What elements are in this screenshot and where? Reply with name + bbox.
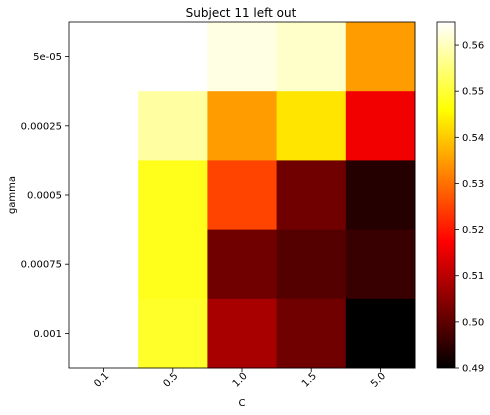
heatmap-cell <box>276 160 347 231</box>
heatmap-cell <box>345 22 416 92</box>
heatmap-cell <box>69 229 139 300</box>
x-tick-label: 1.5 <box>300 371 319 390</box>
colorbar-tick-label: 0.52 <box>462 225 484 236</box>
colorbar-tick-label: 0.51 <box>462 271 484 282</box>
heatmap-cell <box>276 22 347 92</box>
heatmap-cell <box>276 298 347 369</box>
colorbar-tick-label: 0.55 <box>462 87 484 98</box>
chart-title: Subject 11 left out <box>186 6 297 20</box>
y-axis-label: gamma <box>7 176 18 214</box>
y-tick-label: 0.00075 <box>21 260 62 271</box>
x-axis-ticks: 0.1 0.5 1.0 1.5 5.0 <box>92 368 388 390</box>
heatmap-cell <box>138 229 208 300</box>
heatmap-cell <box>207 91 278 161</box>
heatmap-cell <box>207 160 278 231</box>
heatmap-cell <box>138 22 208 92</box>
colorbar-tick-label: 0.56 <box>462 41 484 52</box>
heatmap-cell <box>207 229 278 300</box>
heatmap-cell <box>345 229 416 300</box>
y-tick-label: 0.00025 <box>21 121 62 132</box>
heatmap-cell <box>69 22 139 92</box>
colorbar-tick-label: 0.50 <box>462 317 484 328</box>
y-axis-ticks: 5e-05 0.00025 0.0005 0.00075 0.001 <box>21 52 69 340</box>
heatmap-cell <box>69 91 139 161</box>
heatmap-cell <box>207 298 278 369</box>
colorbar-ticks: 0.49 0.50 0.51 0.52 0.53 0.54 0.55 0.56 <box>455 41 484 375</box>
colorbar-tick-label: 0.49 <box>462 364 484 375</box>
y-tick-label: 0.0005 <box>27 191 62 202</box>
heatmap-cell <box>345 160 416 231</box>
y-tick-label: 0.001 <box>33 329 62 340</box>
heatmap-cell <box>345 91 416 161</box>
x-tick-label: 0.1 <box>92 371 111 390</box>
heatmap-cell <box>138 160 208 231</box>
heatmap-cell <box>138 298 208 369</box>
colorbar <box>436 21 456 369</box>
x-axis-label: C <box>239 398 246 409</box>
heatmap-cell <box>138 91 208 161</box>
heatmap-cell <box>276 91 347 161</box>
colorbar-tick-label: 0.53 <box>462 179 484 190</box>
y-tick-label: 5e-05 <box>33 52 62 63</box>
heatmap-cell <box>345 298 416 369</box>
heatmap-cells <box>69 22 416 369</box>
heatmap-cell <box>69 298 139 369</box>
heatmap-cell <box>69 160 139 231</box>
x-tick-label: 1.0 <box>231 371 250 390</box>
heatmap-cell <box>207 22 278 92</box>
colorbar-tick-label: 0.54 <box>462 133 484 144</box>
x-tick-label: 0.5 <box>162 371 181 390</box>
x-tick-label: 5.0 <box>369 371 388 390</box>
heatmap-cell <box>276 229 347 300</box>
